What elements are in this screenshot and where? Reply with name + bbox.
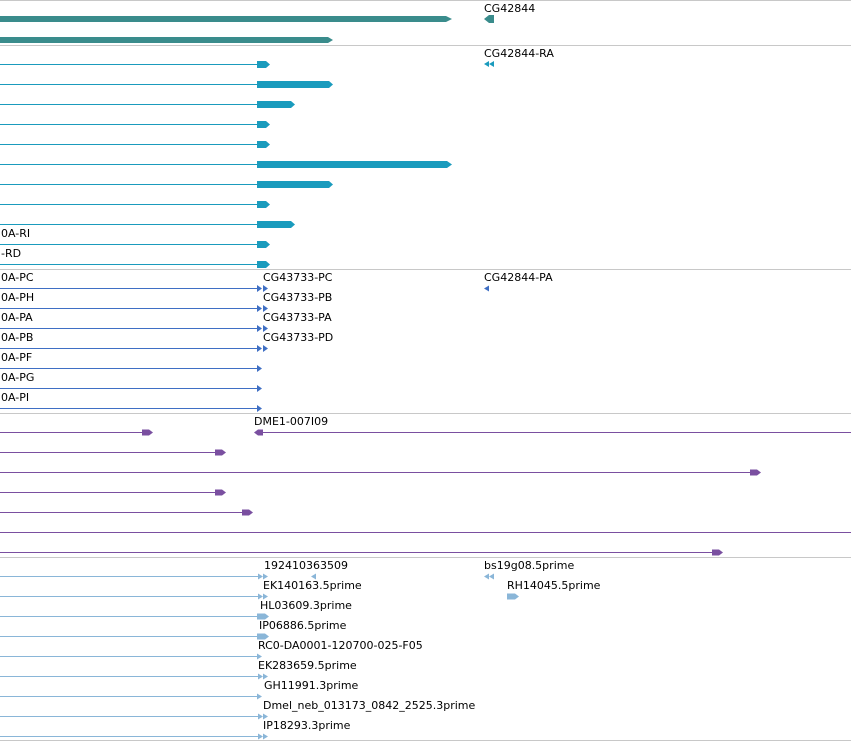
gene-feature[interactable] — [0, 37, 333, 43]
protein-track: 0A-PC 0A-PH 0A-PA 0A-PB 0A-PF 0A-PG 0A-P… — [0, 271, 553, 412]
protein-row[interactable] — [0, 345, 268, 352]
protein-label-left: 0A-PG — [1, 371, 34, 384]
est-row[interactable] — [0, 713, 268, 720]
protein-label-left: 0A-PF — [1, 351, 32, 364]
est-label: 192410363509 — [264, 559, 348, 572]
transcript-row[interactable] — [0, 81, 333, 88]
est-label: HL03609.3prime — [260, 599, 352, 612]
est-row[interactable] — [0, 673, 268, 680]
transcript-row[interactable] — [0, 61, 270, 68]
transcript-row[interactable] — [0, 121, 270, 128]
est-track: 192410363509 EK140163.5prime HL03609.3pr… — [0, 559, 601, 740]
transcript-row[interactable] — [0, 161, 452, 168]
transcript-row[interactable] — [0, 101, 295, 108]
est-label: EK140163.5prime — [263, 579, 362, 592]
est-label: GH11991.3prime — [264, 679, 359, 692]
gene-feature[interactable] — [0, 16, 452, 22]
est-rh14045[interactable] — [507, 593, 519, 600]
est-label: IP18293.3prime — [263, 719, 351, 732]
gene-label-cg42844: CG42844 — [484, 2, 535, 15]
protein-label-cg42844-pa: CG42844-PA — [484, 271, 553, 284]
transcript-label: -RD — [1, 247, 21, 260]
transcript-row[interactable] — [0, 241, 270, 248]
cdna-row[interactable] — [0, 549, 723, 556]
transcript-row[interactable] — [0, 221, 295, 228]
transcript-label-cg42844-ra: CG42844-RA — [484, 47, 554, 60]
protein-label-left: 0A-PA — [1, 311, 33, 324]
est-label: Dmel_neb_013173_0842_2525.3prime — [263, 699, 475, 712]
cdna-label-dme1-007i09: DME1-007I09 — [254, 415, 328, 428]
est-label-bs19g08: bs19g08.5prime — [484, 559, 574, 572]
est-row[interactable] — [0, 633, 269, 640]
protein-row[interactable] — [0, 365, 262, 372]
est-label-rh14045: RH14045.5prime — [507, 579, 601, 592]
transcript-track: 0A-RI -RD CG42844-RA — [0, 47, 554, 268]
protein-label-right: CG43733-PD — [263, 331, 333, 344]
est-row[interactable] — [0, 693, 262, 700]
cdna-track: DME1-007I09 — [0, 415, 851, 556]
protein-row[interactable] — [0, 385, 262, 392]
transcript-row[interactable] — [0, 141, 270, 148]
transcript-label: 0A-RI — [1, 227, 30, 240]
cdna-row[interactable] — [0, 509, 253, 516]
protein-label-left: 0A-PB — [1, 331, 33, 344]
protein-label-right: CG43733-PC — [263, 271, 333, 284]
cdna-row[interactable] — [0, 449, 226, 456]
protein-label-right: CG43733-PA — [263, 311, 332, 324]
est-label: RC0-DA0001-120700-025-F05 — [258, 639, 423, 652]
cdna-row[interactable] — [0, 469, 761, 476]
cdna-row-dme1-007i09[interactable] — [254, 429, 851, 436]
transcript-row[interactable] — [0, 261, 270, 268]
protein-row[interactable] — [0, 305, 268, 312]
gene-feature-cg42844[interactable] — [484, 15, 494, 23]
cdna-row[interactable] — [0, 429, 153, 436]
protein-label-left: 0A-PI — [1, 391, 29, 404]
cdna-row[interactable] — [0, 489, 226, 496]
est-bs19g08[interactable] — [484, 573, 494, 580]
protein-row[interactable] — [0, 285, 268, 292]
protein-cg42844-pa[interactable] — [484, 285, 489, 292]
transcript-cg42844-ra[interactable] — [484, 61, 494, 67]
protein-label-left: 0A-PC — [1, 271, 34, 284]
gene-track: CG42844 — [0, 2, 535, 43]
est-row[interactable] — [0, 573, 316, 580]
transcript-row[interactable] — [0, 181, 333, 188]
protein-row[interactable] — [0, 405, 262, 412]
est-row[interactable] — [0, 653, 262, 660]
est-label: IP06886.5prime — [259, 619, 347, 632]
est-row[interactable] — [0, 593, 268, 600]
protein-label-right: CG43733-PB — [263, 291, 332, 304]
est-label: EK283659.5prime — [258, 659, 357, 672]
transcript-row[interactable] — [0, 201, 270, 208]
est-row[interactable] — [0, 613, 269, 620]
protein-row[interactable] — [0, 325, 268, 332]
protein-label-left: 0A-PH — [1, 291, 34, 304]
est-row[interactable] — [0, 733, 268, 740]
